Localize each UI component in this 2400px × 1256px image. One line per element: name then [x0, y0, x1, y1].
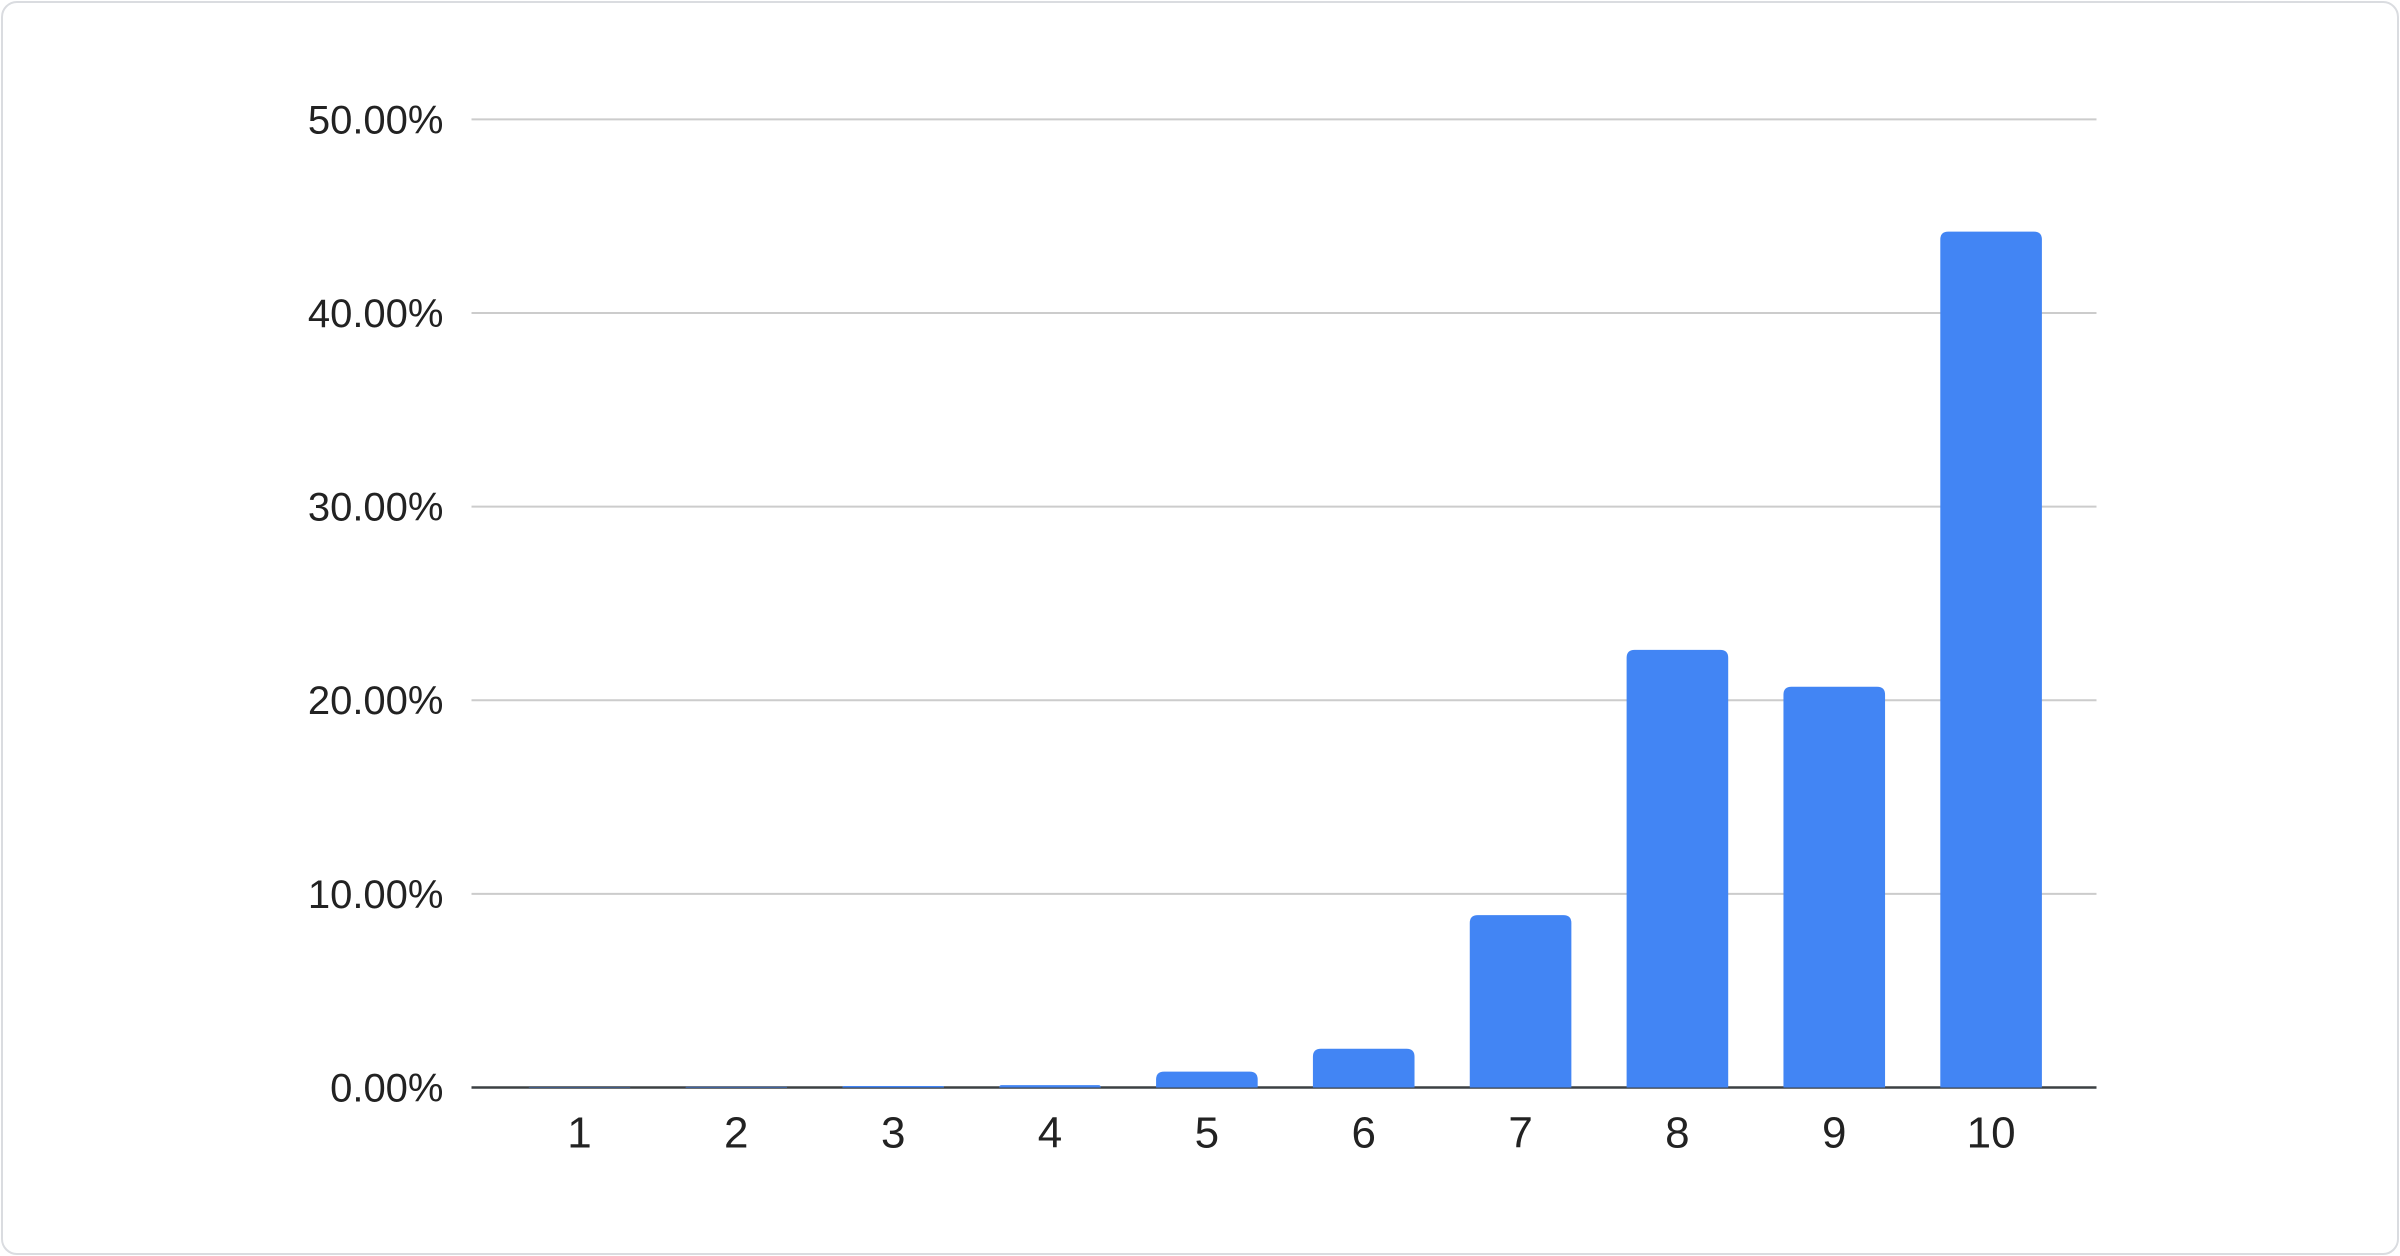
svg-text:7: 7 [1508, 1109, 1532, 1158]
svg-text:1: 1 [567, 1109, 591, 1158]
svg-text:0.00%: 0.00% [330, 1067, 443, 1111]
svg-text:10.00%: 10.00% [308, 873, 444, 917]
svg-text:6: 6 [1351, 1109, 1375, 1158]
svg-text:5: 5 [1195, 1109, 1219, 1158]
svg-text:3: 3 [881, 1109, 905, 1158]
svg-text:50.00%: 50.00% [308, 98, 444, 142]
svg-text:20.00%: 20.00% [308, 679, 444, 723]
svg-text:4: 4 [1038, 1109, 1062, 1158]
svg-text:10: 10 [1967, 1109, 2016, 1158]
svg-text:30.00%: 30.00% [308, 486, 444, 530]
svg-text:2: 2 [724, 1109, 748, 1158]
svg-text:9: 9 [1822, 1109, 1846, 1158]
svg-text:8: 8 [1665, 1109, 1689, 1158]
svg-text:40.00%: 40.00% [308, 292, 444, 336]
